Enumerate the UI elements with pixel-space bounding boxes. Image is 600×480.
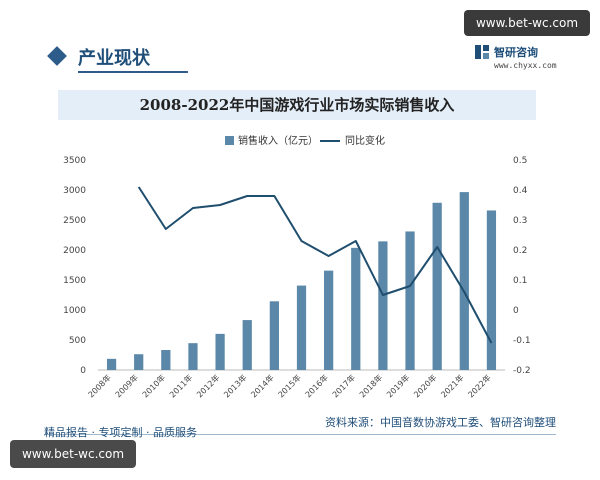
- y-tick-right: 0.1: [513, 276, 527, 286]
- bar: [161, 350, 171, 370]
- yoy-line: [137, 186, 493, 344]
- x-tick-label: 2008年: [86, 372, 113, 399]
- legend-bar-label: 销售收入（亿元）: [238, 134, 318, 147]
- section-title: 产业现状: [78, 48, 150, 69]
- y-tick-left: 2500: [63, 216, 86, 226]
- x-tick-label: 2020年: [411, 372, 438, 399]
- watermark-top: www.bet-wc.com: [464, 10, 590, 36]
- bar: [351, 247, 361, 370]
- bar: [106, 358, 117, 370]
- x-tick-label: 2016年: [303, 372, 330, 399]
- y-tick-left: 3000: [63, 186, 86, 196]
- x-tick-label: 2010年: [140, 372, 167, 399]
- y-axis-left: 0 500 1000 1500 2000 2500 3000 3500: [63, 156, 86, 376]
- y-tick-left: 0: [80, 366, 86, 376]
- y-tick-left: 1500: [63, 276, 86, 286]
- brand-name: 智研咨询: [494, 46, 538, 59]
- y-axis-right: -0.2 -0.1 0 0.1 0.2 0.3 0.4 0.5: [513, 156, 531, 376]
- y-tick-right: 0.4: [513, 186, 528, 196]
- brand-url: www.chyxx.com: [494, 61, 557, 70]
- legend: 销售收入（亿元） 同比变化: [225, 134, 385, 147]
- y-tick-right: 0.5: [513, 156, 527, 166]
- bar: [269, 301, 279, 370]
- footer-tagline: 精品报告 · 专项定制 · 品质服务: [44, 426, 197, 439]
- watermark-bottom: www.bet-wc.com: [10, 440, 136, 468]
- section-underline: [78, 71, 188, 73]
- y-tick-left: 3500: [63, 156, 86, 166]
- x-tick-label: 2022年: [466, 372, 493, 399]
- y-tick-right: 0: [513, 306, 519, 316]
- bar: [215, 333, 225, 370]
- legend-line-label: 同比变化: [345, 134, 385, 147]
- x-tick-label: 2018年: [357, 372, 384, 399]
- y-tick-right: 0.2: [513, 246, 527, 256]
- y-tick-right: -0.2: [513, 366, 531, 376]
- x-tick-label: 2021年: [439, 372, 466, 399]
- bar: [324, 270, 334, 370]
- yoy-line-group: [137, 186, 493, 344]
- source-note: 资料来源：中国音数协游戏工委、智研咨询整理: [325, 416, 556, 429]
- bar: [134, 354, 144, 370]
- x-tick-label: 2014年: [249, 372, 276, 399]
- x-tick-label: 2019年: [384, 372, 411, 399]
- bar: [486, 210, 497, 370]
- bar: [432, 202, 442, 370]
- y-tick-left: 1000: [63, 306, 86, 316]
- legend-bar-swatch: [225, 136, 234, 145]
- y-tick-left: 500: [69, 336, 86, 346]
- y-tick-right: 0.3: [513, 216, 527, 226]
- x-tick-label: 2017年: [330, 372, 357, 399]
- bar: [459, 192, 469, 370]
- x-tick-label: 2015年: [276, 372, 303, 399]
- x-tick-label: 2013年: [222, 372, 249, 399]
- bar: [378, 241, 388, 370]
- x-tick-label: 2011年: [167, 372, 194, 399]
- y-tick-left: 2000: [63, 246, 86, 256]
- x-tick-label: 2009年: [113, 372, 140, 399]
- y-tick-right: -0.1: [513, 336, 531, 346]
- bar: [405, 231, 415, 370]
- bar: [242, 320, 252, 370]
- footer-divider: [44, 434, 556, 435]
- bar: [188, 343, 198, 370]
- chart-title: 2008-2022年中国游戏行业市场实际销售收入: [58, 90, 536, 120]
- section-header: 产业现状 智研咨询 www.chyxx.com: [44, 40, 564, 74]
- x-axis-labels: 2008年 2009年 2010年 2011年 2012年 2013年 2014年 2015年…: [86, 372, 493, 399]
- brand: 智研咨询 www.chyxx.com: [474, 44, 564, 74]
- bar: [296, 285, 307, 370]
- x-tick-label: 2012年: [194, 372, 221, 399]
- brand-logo-icon: [475, 45, 489, 59]
- bars: [106, 192, 497, 370]
